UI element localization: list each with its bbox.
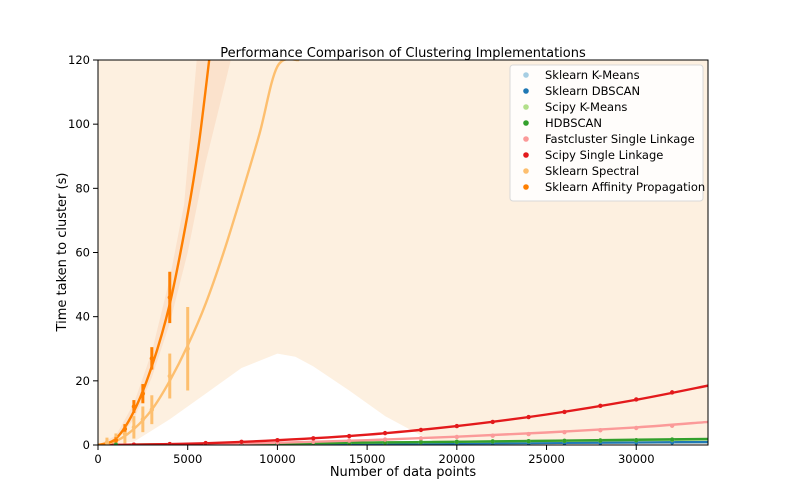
chart-title: Performance Comparison of Clustering Imp… <box>220 46 586 61</box>
legend-marker <box>523 72 529 78</box>
y-tick-label: 60 <box>75 246 90 260</box>
data-point <box>598 403 603 409</box>
data-point <box>526 414 531 420</box>
data-point <box>562 438 567 444</box>
legend-box <box>509 64 704 202</box>
x-tick-label: 5000 <box>173 452 202 466</box>
data-point <box>311 439 316 444</box>
x-tick-label: 15000 <box>349 452 386 466</box>
data-point <box>346 438 352 443</box>
y-tick-label: 20 <box>75 374 90 388</box>
data-point <box>669 437 675 442</box>
data-point <box>131 404 137 409</box>
data-point <box>669 390 675 395</box>
data-point <box>311 436 316 441</box>
data-point <box>634 437 639 443</box>
y-tick-label: 0 <box>83 438 90 452</box>
data-point <box>167 441 172 445</box>
legend-marker <box>523 88 529 94</box>
data-point <box>634 425 639 431</box>
data-point <box>490 419 495 425</box>
data-point <box>140 391 146 396</box>
legend-marker <box>523 104 529 110</box>
data-point <box>382 437 388 442</box>
data-point <box>131 425 137 430</box>
legend-label: Sklearn Affinity Propagation <box>545 180 705 194</box>
legend-label: Sklearn DBSCAN <box>545 84 640 98</box>
data-point <box>526 431 531 437</box>
x-tick-label: 30000 <box>618 452 655 466</box>
legend-marker <box>523 120 529 126</box>
x-tick-label: 0 <box>94 452 101 466</box>
legend-label: Fastcluster Single Linkage <box>545 132 695 146</box>
y-tick-label: 100 <box>68 117 90 131</box>
data-point <box>113 437 119 443</box>
y-axis-title: Time taken to cluster (s) <box>55 173 70 333</box>
fit-curve <box>98 384 708 445</box>
legend-marker <box>523 168 529 174</box>
data-point <box>634 397 639 402</box>
data-point <box>598 438 603 443</box>
legend-label: Scipy K-Means <box>545 100 627 114</box>
fit-curve <box>98 60 211 445</box>
data-point <box>239 439 244 444</box>
data-point <box>598 428 603 433</box>
data-point <box>526 438 531 444</box>
data-point <box>454 423 460 429</box>
data-point <box>149 407 155 412</box>
data-point <box>104 440 110 445</box>
data-point <box>167 295 172 300</box>
x-tick-label: 25000 <box>528 452 565 466</box>
data-point <box>149 356 155 361</box>
x-axis-title: Number of data points <box>330 465 477 480</box>
data-point <box>185 346 190 351</box>
legend-label: Scipy Single Linkage <box>545 148 663 162</box>
legend: Sklearn K-Means Sklearn DBSCAN Scipy K-Mea… <box>509 64 705 202</box>
data-point <box>490 433 495 438</box>
legend-label: HDBSCAN <box>545 116 602 130</box>
data-point <box>418 439 424 445</box>
data-point <box>167 373 172 379</box>
data-point <box>131 442 137 445</box>
data-point <box>454 439 460 444</box>
data-point <box>669 423 675 428</box>
legend-label: Sklearn K-Means <box>545 68 640 82</box>
legend-marker <box>523 136 529 142</box>
data-point <box>140 417 146 422</box>
data-point <box>346 433 352 439</box>
data-point <box>122 431 128 436</box>
data-point <box>122 426 128 432</box>
data-point <box>562 409 567 415</box>
data-point <box>418 436 424 441</box>
legend-marker <box>523 184 529 190</box>
y-tick-label: 40 <box>75 310 90 324</box>
y-tick-label: 80 <box>75 181 90 195</box>
x-tick-label: 10000 <box>259 452 296 466</box>
x-tick-label: 20000 <box>439 452 476 466</box>
data-point <box>203 440 208 445</box>
data-point <box>113 442 119 445</box>
y-tick-label: 120 <box>68 53 90 67</box>
legend-label: Sklearn Spectral <box>545 164 639 178</box>
data-point <box>490 439 495 444</box>
data-point <box>562 429 567 435</box>
data-point <box>382 430 388 436</box>
data-point <box>418 427 424 433</box>
legend-marker <box>523 152 529 158</box>
data-point <box>275 437 280 443</box>
data-point <box>454 434 460 440</box>
